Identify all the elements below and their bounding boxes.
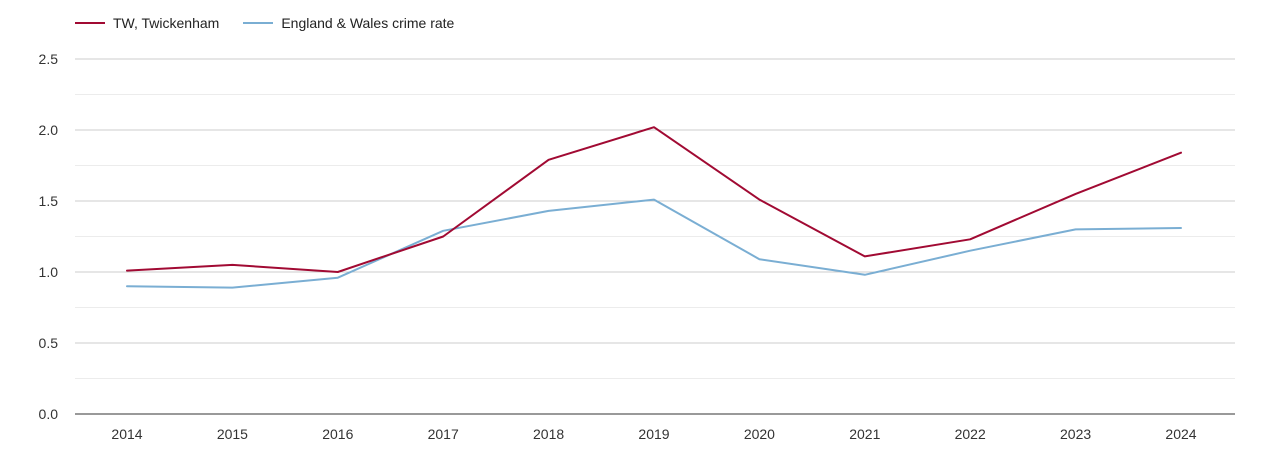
x-tick-label: 2018: [533, 426, 564, 442]
x-tick-label: 2016: [322, 426, 353, 442]
x-tick-label: 2024: [1165, 426, 1196, 442]
series-line-england-wales-crime-rate: [126, 198, 1182, 289]
y-tick-label: 0.5: [39, 335, 59, 351]
legend-swatch-twickenham: [75, 22, 105, 24]
legend-label-england-wales: England & Wales crime rate: [281, 15, 455, 31]
x-tick-label: 2020: [744, 426, 775, 442]
x-tick-label: 2021: [849, 426, 880, 442]
chart-legend: TW, Twickenham England & Wales crime rat…: [75, 15, 454, 31]
legend-item-england-wales: England & Wales crime rate: [243, 15, 454, 31]
x-tick-label: 2022: [955, 426, 986, 442]
y-tick-label: 0.0: [39, 406, 59, 422]
y-tick-label: 1.5: [39, 193, 59, 209]
x-tick-label: 2017: [428, 426, 459, 442]
y-tick-label: 2.0: [39, 122, 59, 138]
series-line-tw-twickenham: [126, 126, 1182, 273]
legend-swatch-england-wales: [243, 22, 274, 24]
x-tick-label: 2015: [217, 426, 248, 442]
legend-item-twickenham: TW, Twickenham: [75, 15, 219, 31]
x-tick-label: 2023: [1060, 426, 1091, 442]
x-tick-label: 2019: [638, 426, 669, 442]
y-tick-label: 1.0: [39, 264, 59, 280]
y-tick-label: 2.5: [39, 51, 59, 67]
x-tick-label: 2014: [111, 426, 142, 442]
legend-label-twickenham: TW, Twickenham: [113, 15, 220, 31]
